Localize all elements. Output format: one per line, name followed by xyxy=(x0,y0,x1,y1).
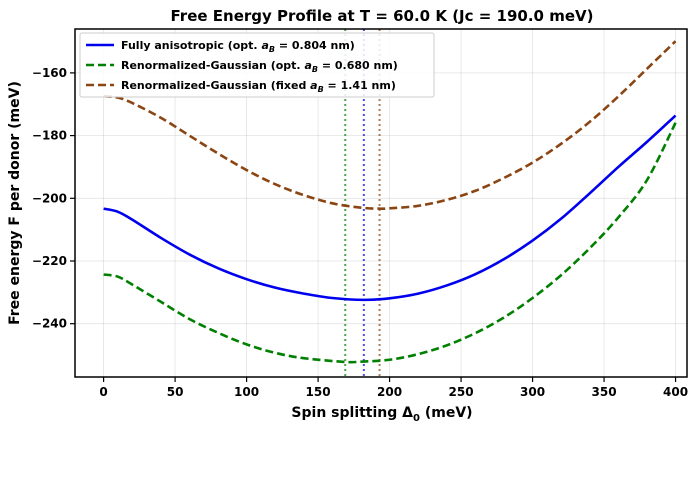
y-tick-label: −160 xyxy=(32,66,67,80)
x-tick-label: 350 xyxy=(592,385,617,399)
x-tick-label: 0 xyxy=(99,385,107,399)
legend-entry-sub: B xyxy=(269,45,275,54)
x-tick-label: 250 xyxy=(449,385,474,399)
legend-entry-suffix: = 0.804 nm) xyxy=(275,39,355,52)
legend-entry-var: a xyxy=(261,39,268,52)
x-tick-label: 400 xyxy=(663,385,688,399)
chart-title: Free Energy Profile at T = 60.0 K (Jc = … xyxy=(171,7,594,25)
legend-entry-prefix: Renormalized-Gaussian (fixed xyxy=(121,79,310,92)
legend-entry-prefix: Fully anisotropic (opt. xyxy=(121,39,261,52)
legend-entry-sub: B xyxy=(318,85,324,94)
y-axis-label: Free energy F per donor (meV) xyxy=(7,81,23,325)
legend-entry: Renormalized-Gaussian (opt. aB = 0.680 n… xyxy=(121,59,398,74)
legend-entry-var: a xyxy=(310,79,317,92)
plot-frame xyxy=(74,28,688,378)
x-tick-label: 150 xyxy=(306,385,331,399)
x-axis-label-subscript: 0 xyxy=(413,413,420,424)
x-axis-ticks: 0 50 100 150 200 250 300 350 400 xyxy=(99,377,688,399)
legend-box xyxy=(79,32,435,98)
legend-entry-sub: B xyxy=(312,65,318,74)
x-axis-label-unit: (meV) xyxy=(420,405,473,421)
x-axis-label-main: Spin splitting Δ xyxy=(291,405,413,421)
series-line xyxy=(103,40,677,211)
legend-entry: Renormalized-Gaussian (fixed aB = 1.41 n… xyxy=(121,79,396,94)
series-line xyxy=(103,122,677,364)
legend-entry: Fully anisotropic (opt. aB = 0.804 nm) xyxy=(121,39,355,54)
x-tick-label: 200 xyxy=(377,385,402,399)
legend: Fully anisotropic (opt. aB = 0.804 nm)Re… xyxy=(79,32,435,98)
grid-lines xyxy=(75,29,687,377)
legend-entry-suffix: = 0.680 nm) xyxy=(318,59,398,72)
x-tick-label: 100 xyxy=(234,385,259,399)
legend-entry-var: a xyxy=(304,59,311,72)
y-tick-label: −240 xyxy=(32,317,67,331)
y-tick-label: −180 xyxy=(32,129,67,143)
reference-vlines xyxy=(344,29,381,377)
y-axis-ticks: −160 −180 −200 −220 −240 xyxy=(32,66,75,331)
y-tick-label: −200 xyxy=(32,191,67,205)
series-line xyxy=(103,114,677,302)
series-lines xyxy=(103,40,677,364)
y-tick-label: −220 xyxy=(32,254,67,268)
x-tick-label: 50 xyxy=(167,385,184,399)
x-tick-label: 300 xyxy=(520,385,545,399)
legend-entry-suffix: = 1.41 nm) xyxy=(324,79,396,92)
x-axis-label: Spin splitting Δ0 (meV) xyxy=(291,405,472,424)
legend-entry-prefix: Renormalized-Gaussian (opt. xyxy=(121,59,304,72)
